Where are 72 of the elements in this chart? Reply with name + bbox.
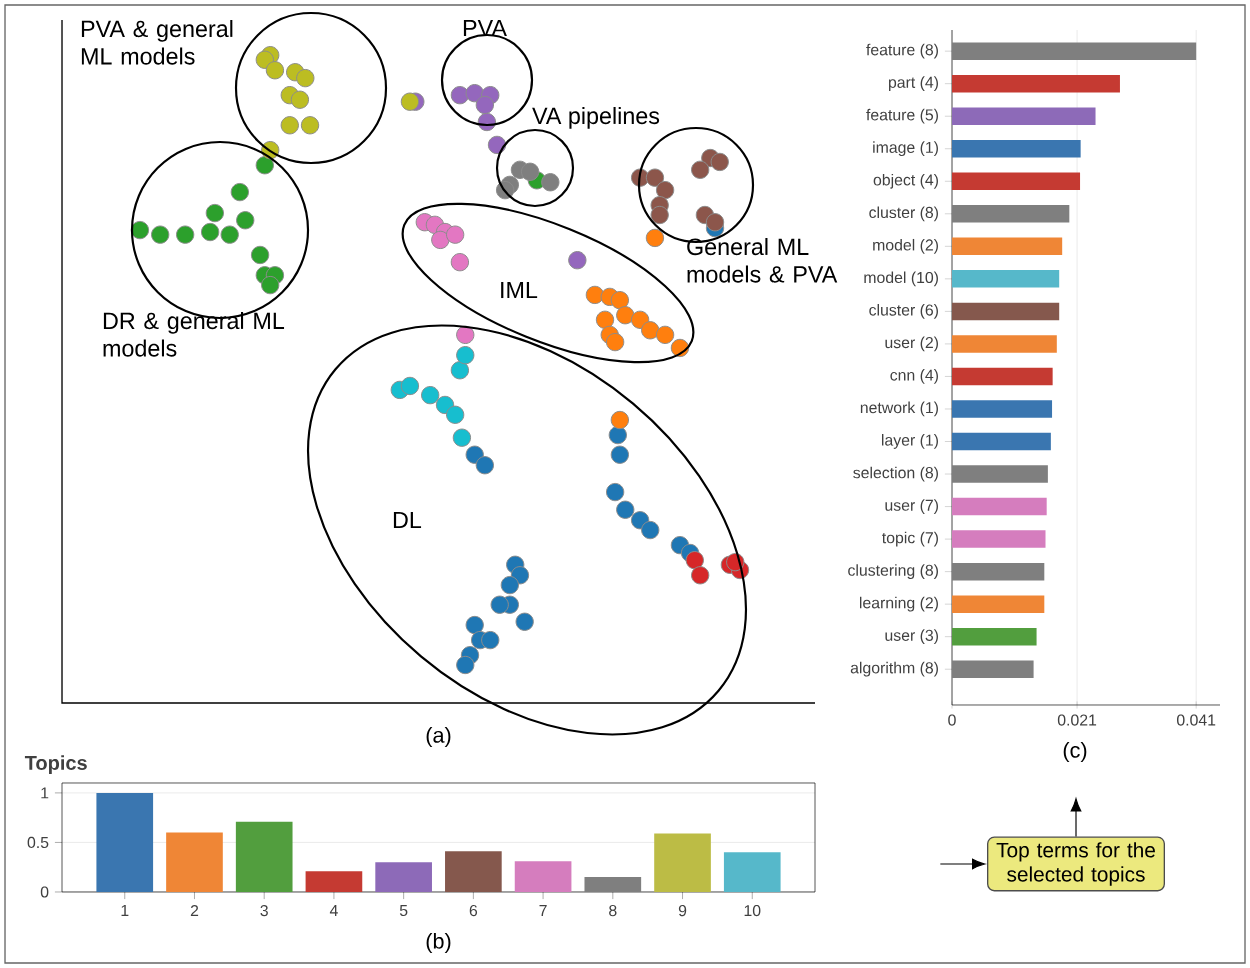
text: PVA (463, 19, 507, 37)
y-tick-label: model (10) (864, 271, 938, 287)
bar (952, 107, 1096, 125)
bar (952, 302, 1060, 321)
y-tick-label: user (3) (885, 629, 938, 645)
bar (952, 497, 1047, 516)
text: (a) (426, 726, 451, 748)
y-tick-label: user (2) (885, 336, 938, 352)
x-tick-label: 8 (609, 904, 617, 917)
x-tick-label: 1 (121, 904, 129, 916)
y-tick-label: learning (2) (859, 596, 938, 612)
bar (952, 627, 1037, 646)
y-tick-label: algorithm (8) (850, 661, 938, 677)
y-tick-label: 0 (40, 886, 49, 898)
bar (952, 432, 1051, 451)
text: VA pipelines (532, 106, 660, 129)
y-tick-label: part (4) (888, 76, 938, 92)
bar (952, 400, 1053, 418)
y-tick-label: feature (8) (866, 43, 938, 59)
x-tick-label: 4 (329, 904, 338, 916)
x-tick-label: 0.021 (1057, 714, 1097, 726)
y-tick-label: 1 (41, 787, 49, 799)
x-tick-label: 2 (190, 904, 199, 917)
text: PVA & general ML models (81, 19, 233, 65)
y-tick-label: network (1) (860, 401, 938, 417)
bar (952, 270, 1060, 288)
y-tick-label: cnn (4) (890, 369, 938, 384)
bar (952, 335, 1057, 353)
x-tick-label: 10 (744, 904, 761, 917)
bar (952, 530, 1046, 548)
x-tick-label: 9 (678, 904, 687, 917)
bar (584, 877, 642, 892)
x-tick-label: 6 (469, 904, 478, 917)
text: Top terms for the selected topics (996, 842, 1155, 886)
x-tick-label: 0.041 (1177, 714, 1216, 726)
chart-title: Topics (24, 755, 87, 774)
y-tick-label: clustering (8) (848, 564, 938, 580)
y-tick-label: image (1) (873, 141, 938, 157)
y-tick-label: layer (1) (882, 434, 938, 449)
y-tick-label: user (7) (885, 499, 938, 514)
bar (952, 74, 1120, 93)
bar (952, 172, 1081, 191)
bar (166, 832, 223, 892)
y-tick-label: cluster (6) (869, 304, 938, 319)
bar (96, 792, 154, 892)
bar (952, 237, 1063, 256)
y-tick-label: cluster (8) (869, 206, 938, 222)
bar (445, 851, 502, 892)
text: IML (501, 281, 538, 299)
y-tick-label: feature (5) (866, 108, 938, 124)
x-tick-label: 0 (948, 714, 956, 726)
y-tick-label: model (2) (873, 238, 938, 254)
bar (952, 139, 1081, 158)
bar (952, 595, 1045, 613)
text: General ML models & PVA (687, 237, 838, 283)
y-tick-label: selection (8) (853, 466, 938, 482)
bar (514, 861, 572, 892)
x-tick-label: 5 (399, 904, 408, 917)
bar (235, 821, 293, 892)
y-tick-label: 0.5 (27, 836, 49, 849)
bar (305, 871, 363, 892)
x-tick-label: 7 (539, 904, 547, 916)
x-tick-label: 3 (260, 904, 268, 917)
bar (375, 862, 432, 892)
text: (b) (426, 932, 451, 954)
text: (c) (1063, 741, 1087, 763)
y-tick-label: object (4) (873, 173, 938, 189)
text: DL (393, 511, 422, 529)
bar (654, 833, 711, 892)
bar (952, 367, 1053, 386)
y-tick-label: topic (7) (882, 531, 938, 547)
bar (723, 852, 781, 892)
